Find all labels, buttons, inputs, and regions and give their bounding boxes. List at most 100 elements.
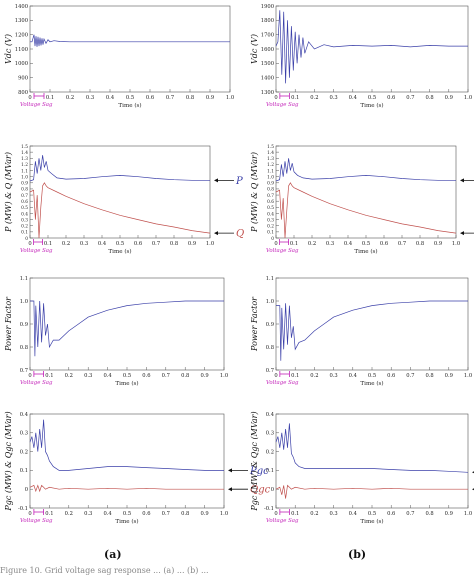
y-tick-label: 1700 [261, 32, 274, 38]
y-tick-label: 0.5 [267, 206, 274, 211]
x-tick-label: 0.4 [349, 511, 358, 517]
x-tick-label: 0.4 [103, 373, 112, 379]
x-tick-label: 0 [28, 95, 31, 101]
y-tick-label: 0.7 [20, 368, 28, 374]
x-tick-label: 0.8 [170, 241, 178, 247]
x-tick-label: 1.0 [464, 95, 472, 101]
series-label-qgc: Qgc [250, 485, 271, 496]
x-axis-label: Time (s) [115, 380, 138, 387]
y-tick-label: 1.3 [21, 157, 28, 162]
y-tick-label: 1100 [15, 47, 28, 53]
x-tick-label: 0.2 [62, 241, 70, 247]
y-tick-label: 0.7 [267, 194, 274, 199]
x-tick-label: 0.5 [123, 511, 131, 517]
series-line [30, 34, 230, 47]
x-tick-label: 0.3 [329, 373, 337, 379]
y-axis-label: Vdc (V) [4, 34, 13, 64]
x-tick-label: 0.4 [349, 95, 358, 101]
x-tick-label: 0.1 [291, 95, 299, 101]
series-pointer-head [460, 178, 464, 183]
x-tick-label: 0.3 [84, 511, 92, 517]
x-tick-label: 0.7 [406, 373, 414, 379]
series-pointer-head [228, 487, 232, 492]
x-tick-label: 0.2 [66, 95, 74, 101]
x-tick-label: 0.1 [291, 373, 299, 379]
y-tick-label: 1300 [261, 90, 274, 96]
voltage-sag-annotation: Voltage Sag [20, 518, 53, 524]
y-tick-label: 1000 [15, 61, 28, 67]
plot-frame [275, 277, 469, 371]
x-tick-label: 0.4 [98, 241, 107, 247]
caption-fragment: Figure 10. Grid voltage sag response ...… [0, 566, 209, 575]
x-tick-label: 0.8 [416, 241, 424, 247]
series-label-pgc: Pgc [249, 466, 269, 477]
x-tick-label: 0.9 [200, 373, 208, 379]
x-tick-label: 0 [274, 241, 277, 247]
y-tick-label: 0.3 [20, 431, 28, 437]
x-tick-label: 0.3 [86, 95, 94, 101]
y-tick-label: 0.2 [21, 225, 28, 230]
y-tick-label: 0.1 [21, 231, 28, 236]
series-line [30, 300, 224, 357]
x-tick-label: 0.9 [188, 241, 196, 247]
x-tick-label: 0.8 [425, 373, 433, 379]
y-tick-label: 0.2 [20, 449, 28, 455]
x-tick-label: 0.8 [181, 511, 189, 517]
plot-frame [275, 5, 469, 93]
series-line-p [29, 155, 210, 182]
y-tick-label: 0.8 [267, 188, 274, 193]
voltage-sag-annotation: Voltage Sag [20, 380, 53, 386]
x-tick-label: 1.0 [464, 373, 472, 379]
y-tick-label: 0.7 [21, 194, 28, 199]
y-tick-label: 0.4 [267, 212, 274, 217]
y-axis-label: P (MW) & Q (MVar) [4, 152, 13, 233]
y-tick-label: 0.4 [266, 412, 275, 418]
chart-a-pf: 0.7 0.8 0.9 1.0 1.1 0 0.1 0.2 0.3 0.4 0.5 0.6 0.7 0.8… [4, 276, 228, 387]
x-tick-label: 0.3 [329, 95, 337, 101]
x-tick-label: 0.6 [134, 241, 142, 247]
x-tick-label: 0.2 [310, 511, 318, 517]
voltage-sag-annotation: Voltage Sag [266, 102, 299, 108]
voltage-sag-annotation: Voltage Sag [20, 102, 53, 108]
x-tick-label: 0.9 [445, 95, 453, 101]
x-tick-label: 0.2 [65, 373, 73, 379]
x-tick-label: 0.1 [45, 373, 53, 379]
y-tick-label: 0.1 [20, 468, 28, 474]
x-axis-label: Time (s) [360, 102, 383, 109]
y-axis-label: Pgc (MW) & Qgc (MVar) [4, 411, 13, 511]
y-tick-label: 1.5 [21, 145, 28, 150]
x-tick-label: 0.6 [380, 241, 388, 247]
chart-b-pgc: -0.100.10.20.30.40 0.1 0.2 0.3 0.4 0.5 0.6 0.7 0… [250, 411, 474, 525]
x-tick-label: 1.0 [206, 241, 214, 247]
y-tick-label: 1200 [15, 32, 28, 38]
x-tick-label: 0.9 [445, 373, 453, 379]
x-tick-label: 0.7 [162, 373, 170, 379]
x-tick-label: 0.5 [368, 373, 376, 379]
x-axis-label: Time (s) [360, 518, 383, 525]
x-tick-label: 0.4 [106, 95, 115, 101]
y-tick-label: 0.1 [266, 468, 274, 474]
y-tick-label: 1.0 [266, 299, 274, 305]
x-tick-label: 0.7 [162, 511, 170, 517]
y-axis-label: P (MW) & Q (MVar) [250, 152, 259, 233]
series-pointer-head [214, 178, 218, 183]
chart-a-pq: 00.10.20.30.40.50.60.70.80.91.01.11.21.3… [4, 145, 244, 255]
x-tick-label: 0.6 [142, 511, 150, 517]
y-tick-label: 1.4 [267, 151, 274, 156]
y-tick-label: 1.2 [267, 163, 274, 168]
chart-b-pq: 00.10.20.30.40.50.60.70.80.91.01.11.21.3… [250, 145, 474, 255]
x-tick-label: 0.3 [326, 241, 334, 247]
x-tick-label: 0.6 [387, 373, 395, 379]
y-tick-label: 1800 [261, 18, 274, 24]
x-tick-label: 0.3 [84, 373, 92, 379]
x-tick-label: 0.3 [329, 511, 337, 517]
y-tick-label: -0.1 [18, 506, 28, 512]
x-tick-label: 0.6 [387, 95, 395, 101]
y-tick-label: 0.2 [266, 449, 274, 455]
x-tick-label: 0.8 [425, 95, 433, 101]
y-tick-label: 1.5 [267, 145, 274, 150]
y-tick-label: 0.6 [21, 200, 28, 205]
x-tick-label: 0.5 [126, 95, 134, 101]
x-tick-label: 0.1 [290, 241, 298, 247]
x-tick-label: 0.2 [308, 241, 316, 247]
